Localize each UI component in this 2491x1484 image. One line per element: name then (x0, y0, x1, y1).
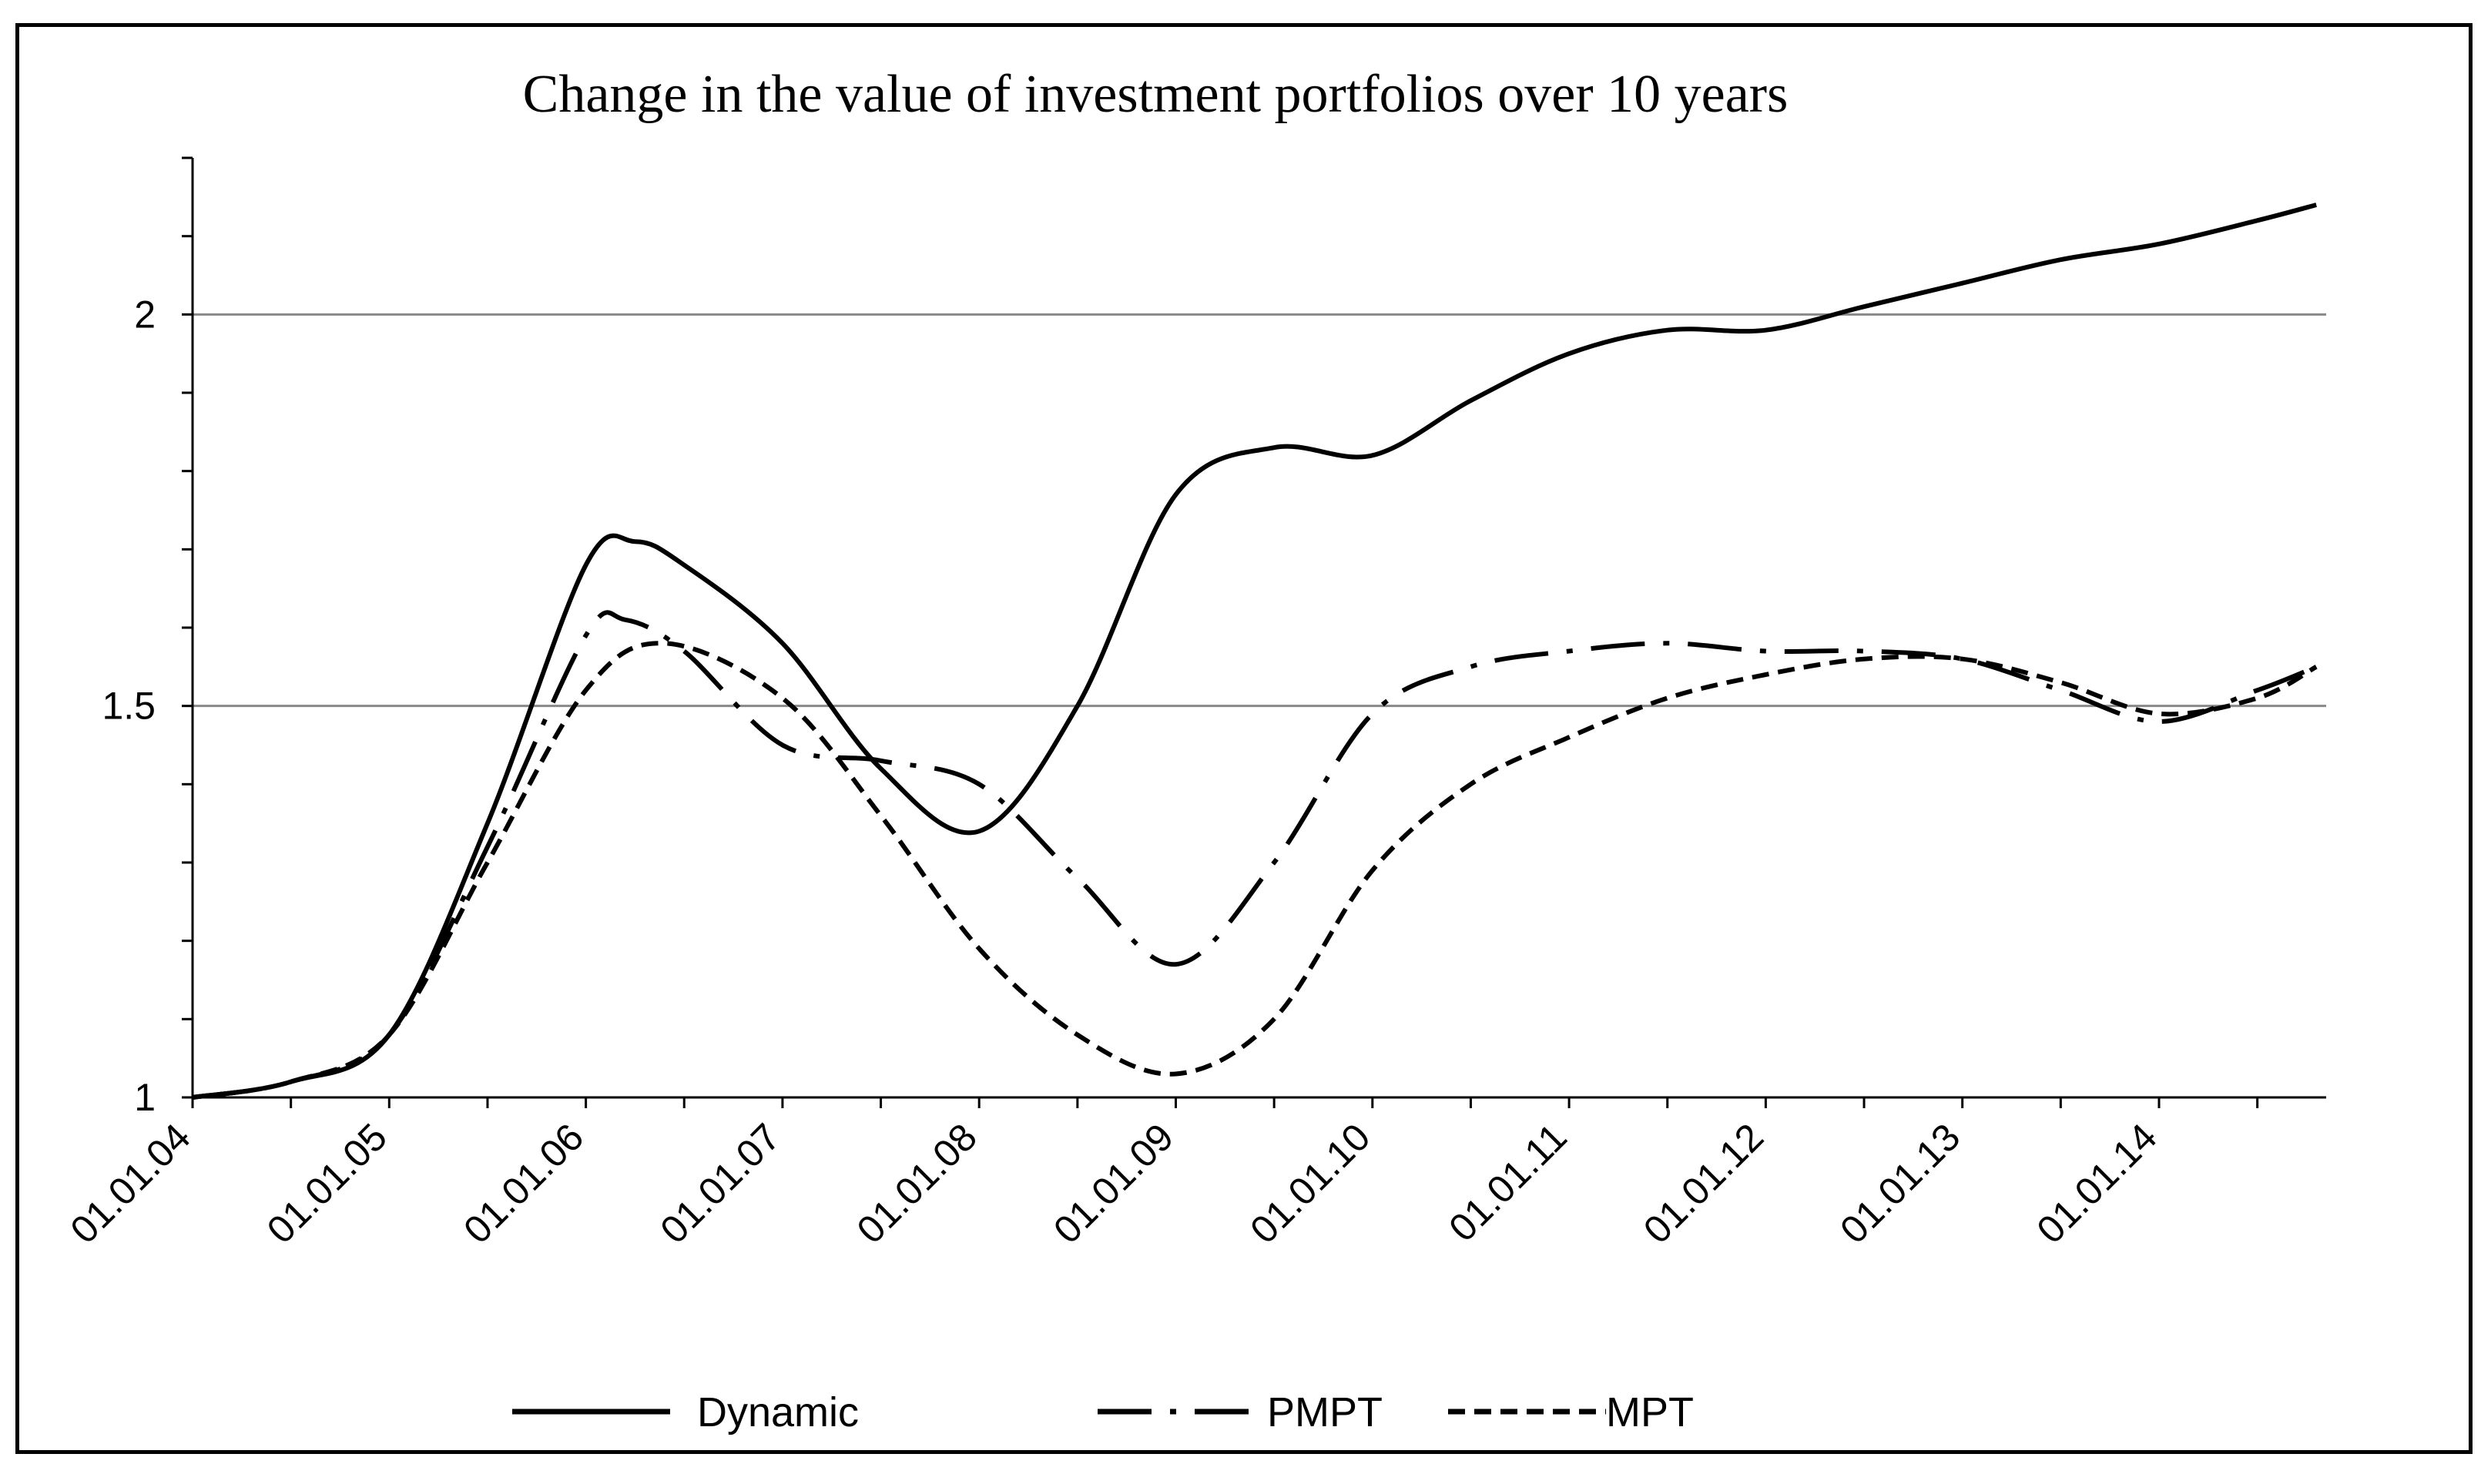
x-tick-label-9: 01.01.13 (1832, 1115, 1968, 1251)
x-tick-label-7: 01.01.11 (1440, 1115, 1575, 1250)
chart-title: Change in the value of investment portfo… (523, 65, 1789, 124)
x-tick-label-10: 01.01.14 (2029, 1115, 2165, 1251)
legend-label-mpt: MPT (1606, 1389, 1694, 1435)
x-tick-label-3: 01.01.07 (652, 1115, 788, 1251)
x-tick-label-1: 01.01.05 (259, 1115, 395, 1251)
x-tick-label-5: 01.01.09 (1045, 1115, 1182, 1251)
x-tick-label-2: 01.01.06 (455, 1115, 592, 1251)
series-lines (192, 203, 2318, 1100)
series-line-mpt (192, 641, 2318, 1100)
x-tick-label-8: 01.01.12 (1635, 1115, 1772, 1251)
legend-label-dynamic: Dynamic (697, 1389, 859, 1435)
chart-frame: Change in the value of investment portfo… (15, 23, 2473, 1454)
series-line-pmpt (192, 610, 2318, 1100)
y-tick-label-0: 1 (134, 1076, 156, 1119)
legend-label-pmpt: PMPT (1267, 1389, 1383, 1435)
y-tick-label-2: 2 (134, 293, 156, 336)
x-tick-label-6: 01.01.10 (1242, 1115, 1378, 1251)
chart-svg: Change in the value of investment portfo… (62, 65, 2326, 1435)
legend: Dynamic PMPT MPT (512, 1389, 1694, 1435)
gridlines (193, 313, 2326, 708)
x-tick-label-4: 01.01.08 (849, 1115, 985, 1251)
x-tick-label-0: 01.01.04 (62, 1115, 199, 1251)
y-tick-label-1: 1.5 (102, 685, 156, 728)
series-line-dynamic (192, 203, 2317, 1100)
